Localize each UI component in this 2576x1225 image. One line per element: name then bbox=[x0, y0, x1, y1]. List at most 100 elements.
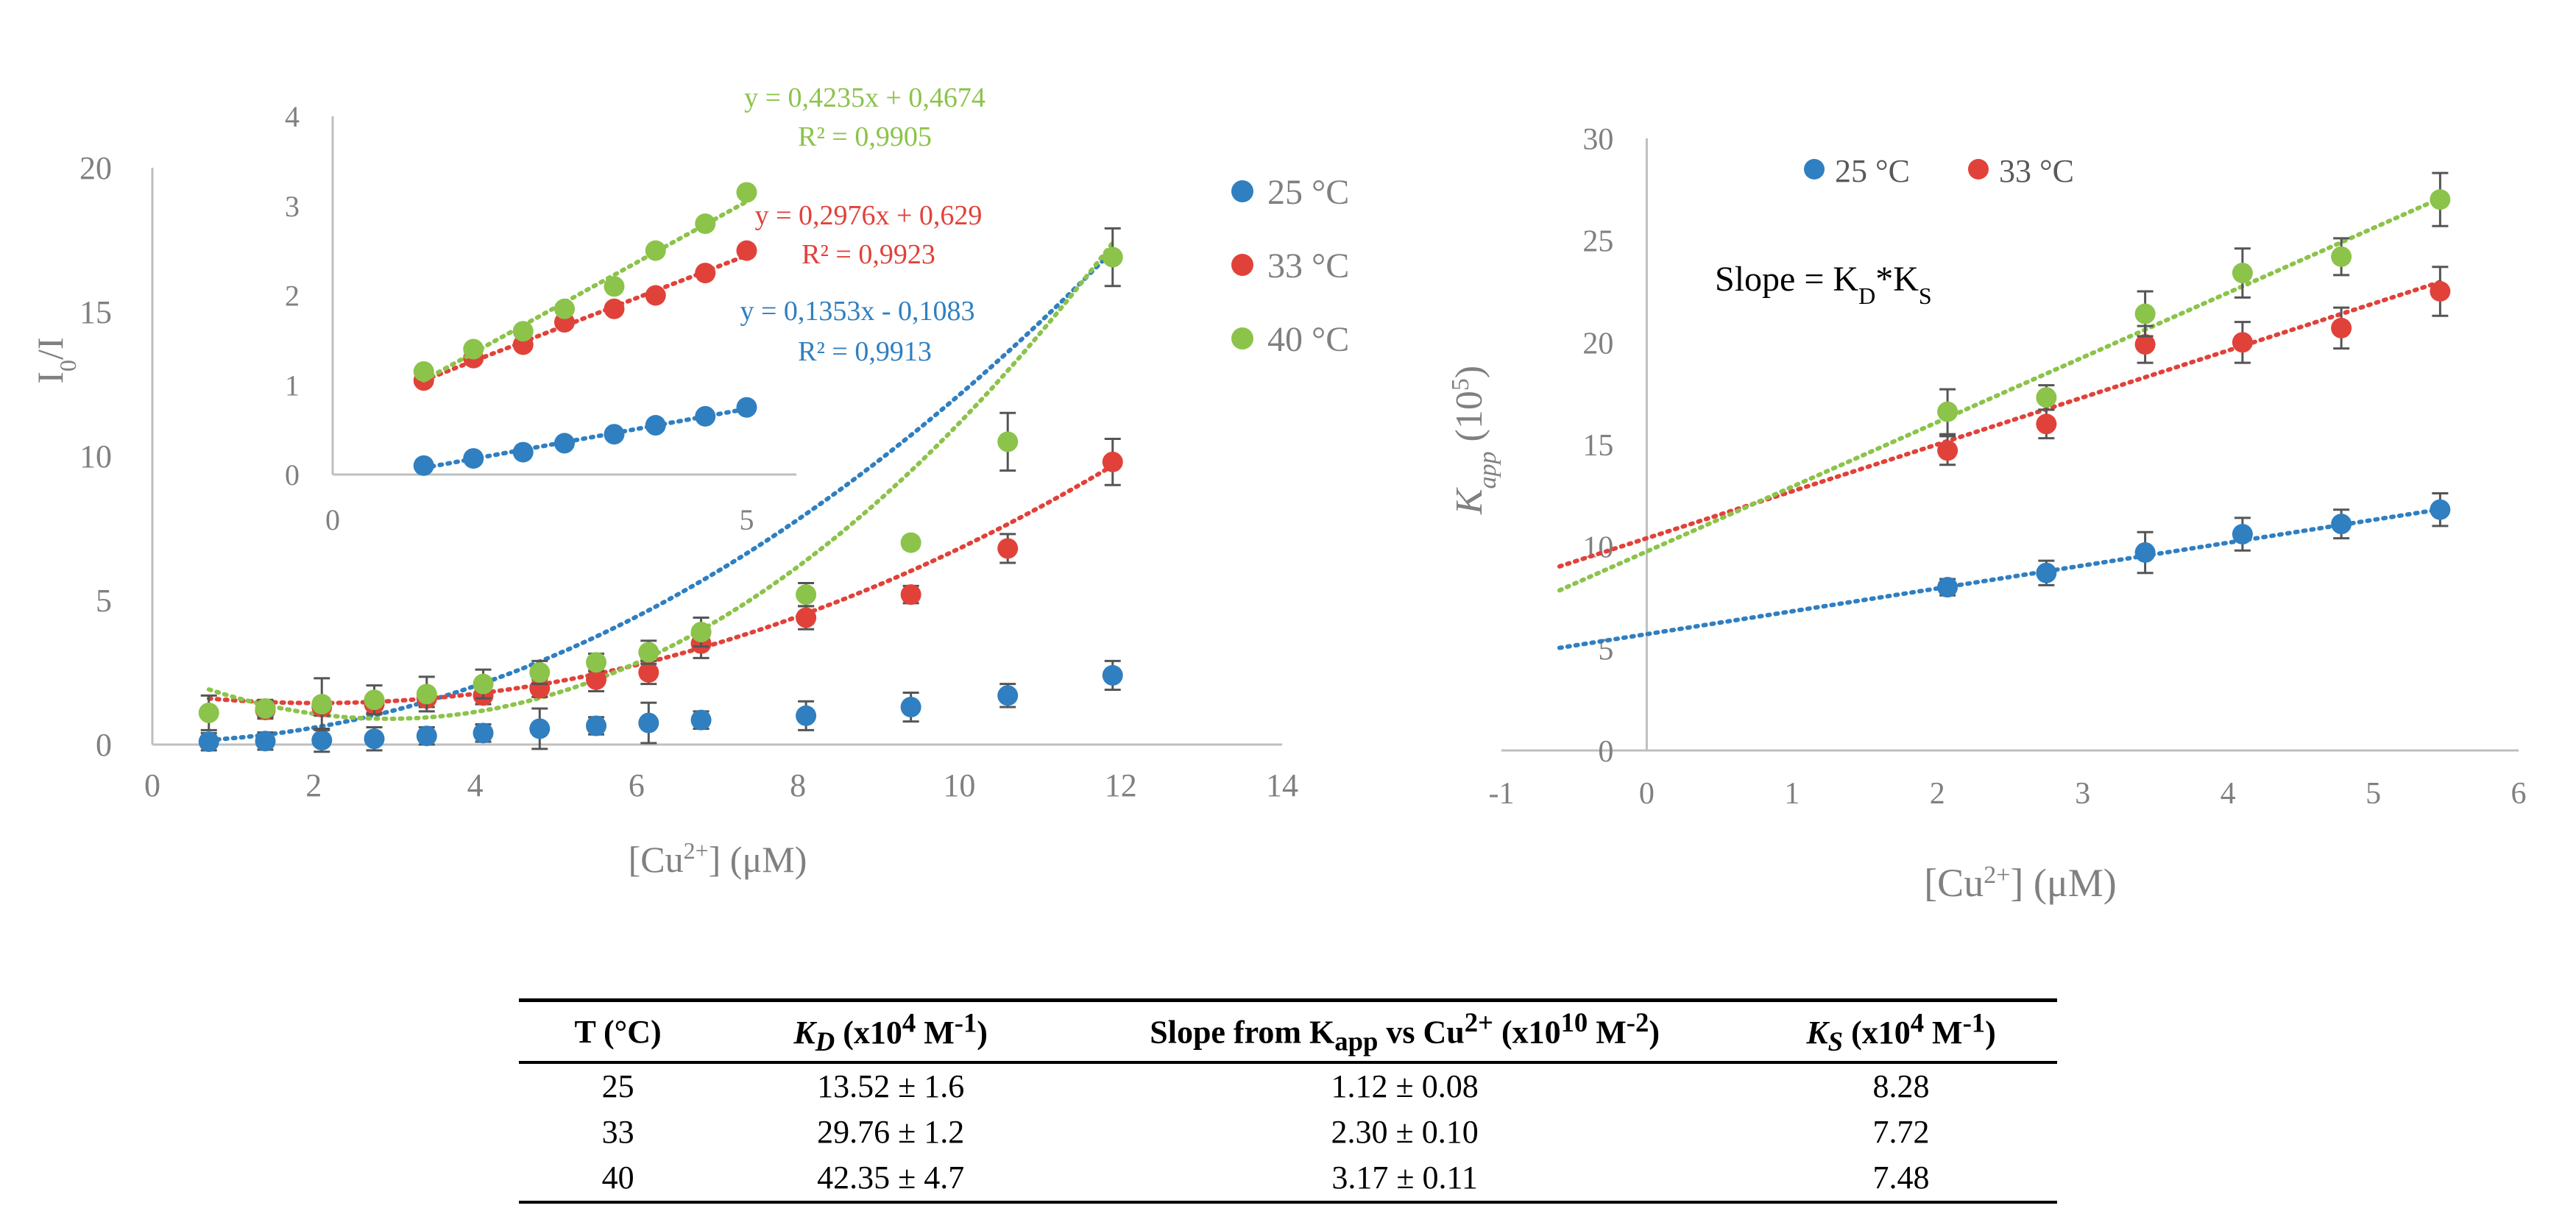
inset-data-point bbox=[736, 397, 757, 418]
inset-x-tick-label: 5 bbox=[740, 503, 754, 536]
table-header-ks: KS (x104 M-1) bbox=[1745, 998, 2057, 1065]
trendline-equation: y = 0,1353x - 0,1083 bbox=[740, 296, 974, 327]
y-tick-label: 10 bbox=[79, 438, 112, 475]
cell-ks: 8.28 bbox=[1872, 1068, 1930, 1105]
inset-data-point bbox=[645, 285, 666, 306]
kapp-data-point bbox=[2134, 542, 2156, 563]
cell-kd: 42.35 ± 4.7 bbox=[717, 1155, 1065, 1204]
x-tick-label: 10 bbox=[943, 767, 975, 803]
data-point bbox=[311, 730, 333, 751]
inset-data-point bbox=[604, 298, 625, 319]
cell-t: 40 bbox=[519, 1155, 718, 1204]
data-point bbox=[900, 584, 921, 606]
table-header-kd: KD (x104 M-1) bbox=[717, 998, 1065, 1065]
inset-data-point bbox=[645, 415, 666, 436]
inset-data-point bbox=[554, 433, 575, 454]
kapp-y-tick-label: 25 bbox=[1582, 225, 1613, 259]
legend-marker bbox=[1231, 180, 1253, 202]
data-point bbox=[796, 607, 817, 628]
data-point bbox=[255, 731, 276, 752]
data-point bbox=[586, 669, 607, 690]
kapp-x-tick-label: 2 bbox=[1930, 777, 1945, 811]
data-point bbox=[638, 662, 659, 683]
data-point bbox=[900, 532, 921, 553]
kapp-x-axis-title: [Cu2+] (μM) bbox=[1924, 861, 2117, 905]
inset-data-point bbox=[463, 338, 484, 360]
kapp-data-point bbox=[2036, 413, 2057, 435]
x-tick-label: 14 bbox=[1266, 767, 1298, 803]
x-tick-label: 4 bbox=[467, 767, 484, 803]
kapp-y-tick-label: 20 bbox=[1582, 327, 1613, 361]
inset-data-point bbox=[736, 182, 757, 203]
legend-label: 25 °C bbox=[1267, 173, 1349, 212]
legend-marker bbox=[1231, 327, 1253, 349]
cell-ks: 7.72 bbox=[1872, 1114, 1930, 1151]
trendline-r2: R² = 0,9923 bbox=[802, 239, 935, 270]
kapp-x-tick-label: -1 bbox=[1489, 777, 1515, 811]
kapp-data-point bbox=[1937, 401, 1958, 422]
legend-label: 33 °C bbox=[1267, 246, 1349, 285]
x-axis-title: [Cu2+] (μM) bbox=[629, 837, 807, 880]
x-tick-label: 12 bbox=[1105, 767, 1137, 803]
inset-data-point bbox=[736, 240, 757, 261]
trendline-equation: y = 0,2976x + 0,629 bbox=[755, 200, 983, 231]
data-point bbox=[473, 673, 494, 695]
y-tick-label: 20 bbox=[79, 150, 112, 186]
kapp-x-tick-label: 3 bbox=[2075, 777, 2090, 811]
kapp-x-tick-label: 0 bbox=[1639, 777, 1655, 811]
x-tick-label: 0 bbox=[144, 767, 160, 803]
y-axis-title: I0/I bbox=[29, 337, 81, 383]
kapp-y-tick-label: 30 bbox=[1582, 123, 1613, 157]
inset-x-tick-label: 0 bbox=[325, 503, 340, 536]
kapp-legend-marker bbox=[1968, 159, 1989, 180]
cell-kd: 13.52 ± 1.6 bbox=[817, 1068, 965, 1105]
kapp-data-point bbox=[2134, 334, 2156, 355]
data-point bbox=[364, 689, 385, 711]
data-point bbox=[364, 728, 385, 750]
kapp-x-tick-label: 4 bbox=[2221, 777, 2236, 811]
trendline-equation: y = 0,4235x + 0,4674 bbox=[744, 82, 986, 113]
y-tick-label: 5 bbox=[96, 583, 112, 619]
cell-slope: 2.30 ± 0.10 bbox=[1331, 1114, 1479, 1151]
data-point bbox=[198, 731, 219, 753]
inset-data-point bbox=[512, 441, 534, 463]
table-header-t: T (°C) bbox=[519, 998, 718, 1065]
cell-kd: 29.76 ± 1.2 bbox=[817, 1114, 965, 1151]
data-point bbox=[900, 697, 921, 718]
kapp-trendline bbox=[1557, 507, 2443, 650]
legend-marker bbox=[1231, 254, 1253, 276]
inset-data-point bbox=[645, 240, 666, 261]
data-point bbox=[638, 642, 659, 663]
x-tick-label: 6 bbox=[629, 767, 645, 803]
trendline-r2: R² = 0,9905 bbox=[798, 121, 932, 152]
inset-trendline bbox=[421, 199, 749, 383]
inset-y-tick-label: 2 bbox=[285, 280, 300, 313]
inset-data-point bbox=[695, 405, 716, 427]
kapp-data-point bbox=[2232, 263, 2253, 284]
data-point bbox=[997, 431, 1019, 452]
table-row: 25 13.52 ± 1.6 1.12 ± 0.08 8.28 bbox=[519, 1062, 2057, 1109]
data-point bbox=[416, 683, 437, 705]
table-header-slope: Slope from Kapp vs Cu2+ (x1010 M-2) bbox=[1064, 998, 1746, 1065]
data-point bbox=[1102, 246, 1123, 268]
kapp-trendline bbox=[1557, 280, 2443, 569]
data-point bbox=[796, 705, 817, 726]
inset-data-point bbox=[604, 424, 625, 445]
data-point bbox=[997, 538, 1019, 559]
trendline-33C bbox=[206, 463, 1115, 706]
inset-data-point bbox=[695, 263, 716, 284]
kapp-chart: -1 0 1 2 3 4 5 6 0 5 10 15 20 25 30 [Cu2+] (μM) Kapp (10… bbox=[1447, 123, 2527, 905]
kapp-legend-label: 33 °C bbox=[1999, 153, 2074, 189]
kapp-data-point bbox=[2331, 246, 2352, 267]
table-header-row: T (°C) KD (x104 M-1) Slope from Kapp vs … bbox=[519, 998, 2057, 1065]
kapp-y-tick-label: 0 bbox=[1598, 735, 1613, 769]
cell-ks: 7.48 bbox=[1745, 1155, 2057, 1204]
kapp-data-point bbox=[2331, 317, 2352, 338]
inset-data-point bbox=[463, 448, 484, 469]
kapp-data-point bbox=[2036, 387, 2057, 408]
slope-annotation: Slope = KD*KS bbox=[1715, 260, 1932, 309]
results-table: T (°C) KD (x104 M-1) Slope from Kapp vs … bbox=[519, 998, 2057, 1204]
kapp-data-point bbox=[2036, 562, 2057, 583]
